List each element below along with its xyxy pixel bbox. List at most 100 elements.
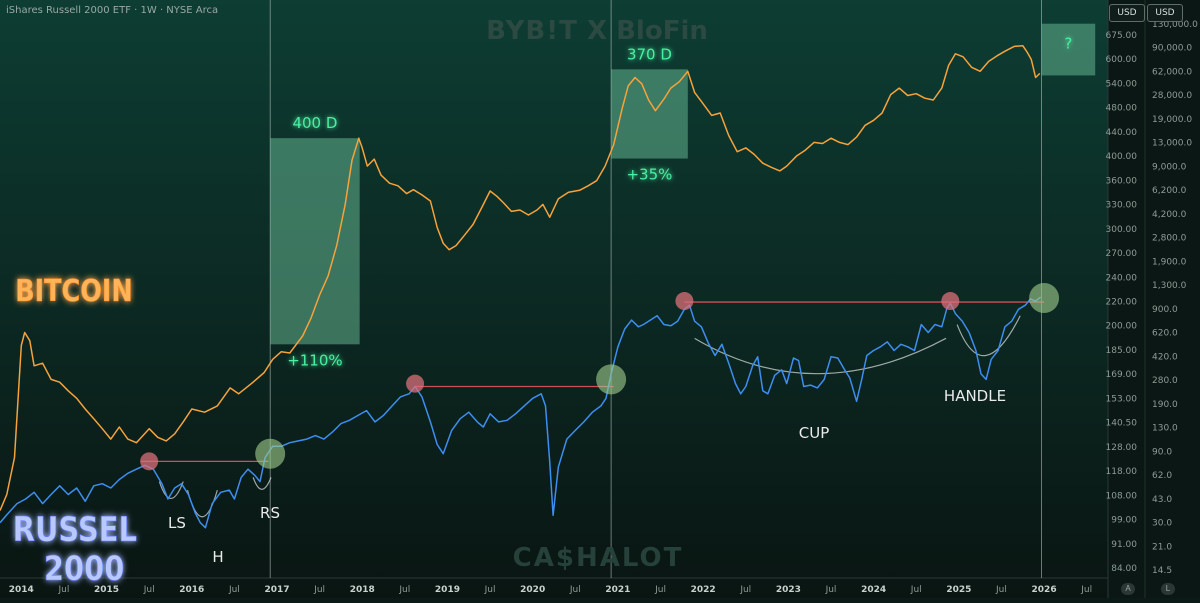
watermark-cross: X: [587, 16, 607, 46]
left-axis-tick-label: 400.00: [1106, 152, 1138, 162]
box-duration-label: 400 D: [292, 114, 337, 132]
right-axis-tick-label: 4,200.0: [1152, 210, 1187, 220]
left-axis-tick-label: 128.00: [1106, 443, 1138, 453]
right-axis-tick-label: 900.0: [1152, 305, 1178, 315]
currency-button-right[interactable]: USD: [1147, 4, 1183, 22]
resistance-lines: [140, 301, 1045, 463]
right-axis-tick-label: 130.0: [1152, 424, 1178, 434]
russell-price-line: [0, 296, 1042, 529]
bitcoin-price-line: [0, 44, 1041, 511]
box-gain-label: +110%: [287, 351, 342, 369]
pattern-arc: [252, 477, 272, 490]
right-axis-tick-label: 30.0: [1152, 519, 1172, 529]
highlight-box: [611, 69, 688, 159]
left-axis-tick-label: 169.00: [1106, 370, 1138, 380]
time-axis-tick-label: Jul: [825, 585, 837, 595]
markers: [140, 283, 1060, 471]
left-axis-tick-label: 220.00: [1106, 298, 1138, 308]
left-price-axis: 675.00 600.00 540.00 480.00 440.00 400.00 360.…: [1106, 31, 1138, 574]
time-axis-tick-label: Jul: [228, 585, 240, 595]
left-axis-tick-label: 108.00: [1106, 491, 1138, 501]
time-axis-tick-label: 2021: [605, 585, 630, 595]
time-axis-tick-label: Jul: [143, 585, 155, 595]
time-axis-tick-label: Jul: [313, 585, 325, 595]
label-left-shoulder: LS: [168, 514, 186, 532]
peak-marker: [140, 452, 159, 471]
left-axis-tick-label: 185.00: [1106, 346, 1138, 356]
right-axis-tick-label: 9,000.0: [1152, 162, 1187, 172]
left-axis-tick-label: 330.00: [1106, 201, 1138, 211]
left-axis-tick-label: 675.00: [1106, 31, 1138, 41]
right-axis-tick-label: 2,800.0: [1152, 234, 1187, 244]
time-axis-tick-label: 2025: [946, 585, 971, 595]
left-axis-tick-label: 140.50: [1106, 419, 1138, 429]
watermark-bybit: BYB!T: [486, 16, 578, 46]
time-axis-tick-label: Jul: [910, 585, 922, 595]
time-axis-tick-label: 2026: [1032, 585, 1057, 595]
right-axis-tick-label: 190.0: [1152, 400, 1178, 410]
right-axis-tick-label: 1,900.0: [1152, 257, 1187, 267]
time-axis-tick-label: Jul: [57, 585, 69, 595]
breakout-marker: [596, 364, 627, 395]
right-axis-tick-label: 62.0: [1152, 471, 1172, 481]
right-axis-tick-label: 280.0: [1152, 376, 1178, 386]
right-axis-tick-label: 1,300.0: [1152, 281, 1187, 291]
box-question-label: ?: [1064, 35, 1072, 53]
right-axis-tick-label: 21.0: [1152, 542, 1172, 552]
left-axis-tick-label: 540.00: [1106, 79, 1138, 89]
time-axis-tick-label: Jul: [398, 585, 410, 595]
time-axis-tick-label: 2018: [350, 585, 375, 595]
left-axis-tick-label: 153.00: [1106, 394, 1138, 404]
right-axis-tick-label: 620.0: [1152, 329, 1178, 339]
left-axis-tick-label: 600.00: [1106, 55, 1138, 65]
left-axis-tick-label: 84.00: [1111, 564, 1137, 574]
symbol-info: iShares Russell 2000 ETF · 1W · NYSE Arc…: [6, 5, 219, 16]
label-head: H: [212, 548, 223, 566]
time-axis-tick-label: Jul: [484, 585, 496, 595]
peak-marker: [941, 292, 960, 311]
right-axis-tick-label: 28,000.0: [1152, 91, 1192, 101]
right-price-axis: 130,000.0 90,000.0 62,000.0 28,000.0 19,000.…: [1152, 20, 1198, 576]
highlight-box: [1041, 23, 1096, 76]
label-right-shoulder: RS: [260, 504, 280, 522]
time-axis-tick-label: 2024: [861, 585, 886, 595]
peak-marker: [406, 374, 425, 393]
time-axis-tick-label: 2014: [9, 585, 34, 595]
time-axis-tick-label: 2016: [179, 585, 204, 595]
pattern-arc: [956, 315, 1021, 357]
time-axis-tick-label: 2022: [691, 585, 716, 595]
peak-marker: [675, 292, 694, 311]
highlight-box: [270, 138, 360, 345]
bitcoin-label: BITCOIN: [15, 273, 132, 309]
time-axis-tick-label: 2023: [776, 585, 801, 595]
box-labels: 400 D +110% 370 D +35%?: [287, 35, 1072, 370]
label-handle: HANDLE: [944, 387, 1006, 405]
time-axis-tick-label: 2015: [94, 585, 119, 595]
currency-button-left[interactable]: USD: [1109, 4, 1145, 22]
right-axis-tick-label: 13,000.0: [1152, 139, 1192, 149]
time-axis-tick-label: 2017: [264, 585, 289, 595]
box-duration-label: 370 D: [627, 45, 672, 63]
right-axis-tick-label: 62,000.0: [1152, 67, 1192, 77]
left-axis-tick-label: 240.00: [1106, 273, 1138, 283]
right-axis-tick-label: 43.0: [1152, 495, 1172, 505]
time-axis: 2014 Jul 2015 Jul 2016 Jul 2017 Jul 2018 Jul 2019 J…: [9, 585, 1092, 595]
log-scale-button[interactable]: L: [1161, 583, 1175, 595]
watermark-blofin: BloFin: [616, 16, 708, 46]
left-axis-tick-label: 270.00: [1106, 249, 1138, 259]
left-axis-tick-label: 91.00: [1111, 540, 1137, 550]
left-axis-tick-label: 300.00: [1106, 225, 1138, 235]
left-axis-tick-label: 99.00: [1111, 516, 1137, 526]
right-axis-tick-label: 19,000.0: [1152, 115, 1192, 125]
time-axis-tick-label: Jul: [995, 585, 1007, 595]
left-axis-tick-label: 480.00: [1106, 104, 1138, 114]
auto-scale-button[interactable]: A: [1121, 583, 1135, 595]
right-axis-tick-label: 420.0: [1152, 352, 1178, 362]
pattern-arc: [158, 481, 184, 500]
time-axis-tick-label: 2019: [435, 585, 460, 595]
time-axis-tick-label: 2020: [520, 585, 545, 595]
breakout-marker: [255, 438, 286, 469]
